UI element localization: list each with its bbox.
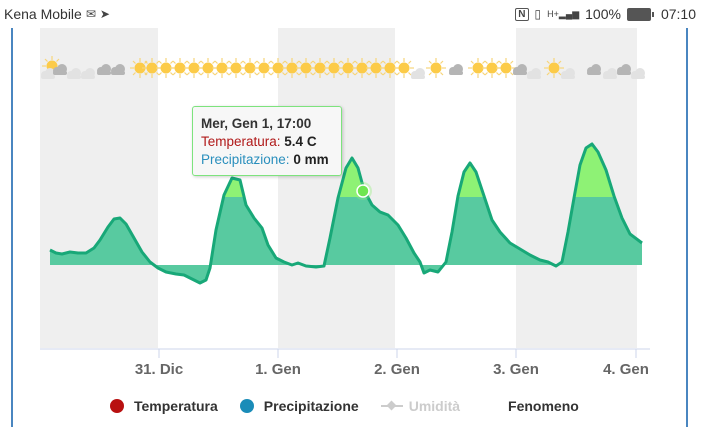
precipitation-dot-icon: [239, 399, 254, 413]
temperature-area: [49, 142, 643, 285]
legend-item-fenomeno[interactable]: Fenomeno: [508, 398, 579, 414]
x-axis: 31. Dic 1. Gen 2. Gen 3. Gen 4. Gen: [40, 348, 650, 378]
card-border-left: [11, 28, 13, 427]
battery-percent: 100%: [585, 6, 621, 22]
chart-tooltip: Mer, Gen 1, 17:00 Temperatura: 5.4 C Pre…: [192, 106, 342, 176]
legend-label: Temperatura: [134, 398, 218, 414]
temperature-dot-icon: [110, 399, 124, 413]
tooltip-temp-value: 5.4 C: [284, 134, 317, 149]
clock: 07:10: [660, 6, 696, 22]
tooltip-temp-label: Temperatura:: [201, 134, 285, 149]
x-tick-label: 31. Dic: [135, 361, 183, 378]
legend-label: Precipitazione: [263, 398, 359, 414]
signal-icon: H+▂▄▆: [547, 8, 580, 19]
tooltip-title: Mer, Gen 1, 17:00: [201, 116, 312, 131]
legend-item-temperatura[interactable]: Temperatura: [110, 398, 218, 414]
tooltip-prec-value: 0 mm: [293, 152, 329, 167]
x-tick-label: 4. Gen: [603, 361, 649, 378]
legend-item-precipitazione[interactable]: Precipitazione: [239, 398, 359, 414]
status-bar: Kena Mobile ✉ ➤ N ▯ H+▂▄▆ 100% 07:10: [0, 0, 702, 28]
legend-item-umidita[interactable]: Umidità: [380, 398, 461, 414]
legend-label: Umidità: [408, 398, 461, 414]
day-bands: [40, 28, 637, 348]
vibrate-icon: ▯: [534, 7, 542, 21]
telegram-icon: ➤: [99, 7, 110, 21]
humidity-diamond-icon: [380, 401, 403, 411]
legend-label: Fenomeno: [508, 398, 579, 414]
tooltip-prec-label: Precipitazione:: [201, 152, 294, 167]
battery-icon: [626, 7, 654, 21]
network-type: H+: [547, 8, 559, 19]
x-tick-label: 1. Gen: [255, 361, 301, 378]
card-border-right: [686, 28, 688, 427]
nfc-icon: N: [515, 7, 529, 21]
x-tick-label: 2. Gen: [374, 361, 420, 378]
chart-legend: Temperatura Precipitazione Umidità Fenom…: [110, 398, 601, 414]
carrier-name: Kena Mobile: [4, 6, 82, 22]
hover-marker[interactable]: [354, 182, 372, 200]
mail-icon: ✉: [85, 7, 96, 21]
x-tick-label: 3. Gen: [493, 361, 539, 378]
